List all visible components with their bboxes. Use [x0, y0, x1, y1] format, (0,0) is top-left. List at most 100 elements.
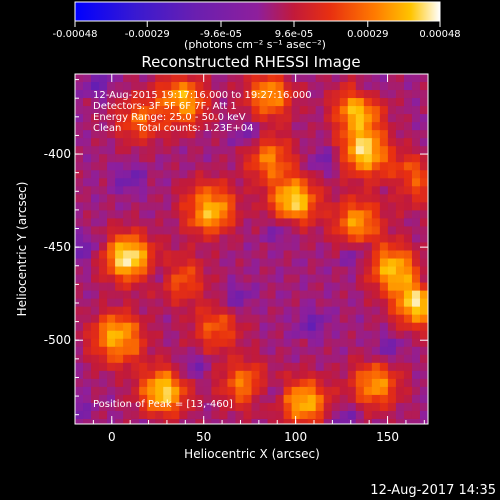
- heatmap-cell: [139, 242, 148, 252]
- heatmap-cell: [155, 234, 164, 244]
- heatmap-cell: [331, 170, 341, 179]
- heatmap-cell: [275, 410, 285, 420]
- heatmap-cell: [299, 322, 309, 332]
- heatmap-cell: [123, 402, 132, 412]
- heatmap-cell: [163, 306, 172, 316]
- heatmap-cell: [147, 194, 156, 203]
- heatmap-cell: [83, 306, 92, 316]
- heatmap-cell: [91, 226, 100, 236]
- heatmap-cell: [299, 362, 309, 372]
- heatmap-cell: [347, 162, 357, 171]
- heatmap-cell: [131, 186, 140, 195]
- heatmap-cell: [395, 258, 405, 268]
- heatmap-cell: [411, 274, 421, 284]
- heatmap-cell: [179, 138, 188, 147]
- heatmap-cell: [347, 282, 357, 292]
- heatmap-cell: [123, 322, 132, 332]
- heatmap-cell: [131, 418, 140, 424]
- heatmap-cell: [387, 362, 397, 372]
- heatmap-cell: [347, 186, 357, 195]
- heatmap-cell: [243, 250, 253, 260]
- colorbar-tick-label: 0.00029: [347, 29, 388, 40]
- heatmap-cell: [259, 314, 269, 324]
- heatmap-cell: [339, 418, 349, 424]
- heatmap-cell: [139, 250, 148, 260]
- heatmap-cell: [91, 418, 100, 424]
- heatmap-cell: [179, 274, 188, 284]
- heatmap-cell: [155, 330, 164, 340]
- heatmap-cell: [91, 378, 100, 388]
- heatmap-cell: [243, 418, 253, 424]
- heatmap-cell: [419, 170, 428, 179]
- heatmap-cell: [171, 402, 180, 412]
- heatmap-cell: [259, 218, 269, 228]
- heatmap-cell: [187, 234, 196, 244]
- heatmap-cell: [123, 394, 132, 404]
- heatmap-cell: [235, 346, 245, 356]
- heatmap-cell: [267, 130, 277, 139]
- heatmap-cell: [395, 298, 405, 308]
- heatmap-cell: [203, 386, 212, 396]
- heatmap-cell: [323, 234, 333, 244]
- heatmap-cell: [355, 146, 365, 155]
- heatmap-cell: [331, 98, 341, 107]
- heatmap-cell: [299, 98, 309, 107]
- heatmap-cell: [347, 362, 357, 372]
- heatmap-cell: [227, 170, 237, 179]
- heatmap-cell: [379, 346, 389, 356]
- heatmap-cell: [379, 90, 389, 99]
- heatmap-cell: [259, 90, 269, 99]
- heatmap-cell: [219, 82, 229, 91]
- heatmap-cell: [243, 394, 253, 404]
- heatmap-cell: [403, 74, 413, 83]
- heatmap-cell: [115, 394, 124, 404]
- heatmap-cell: [355, 298, 365, 308]
- heatmap-cell: [403, 290, 413, 300]
- heatmap-cell: [147, 386, 156, 396]
- heatmap-cell: [163, 122, 172, 131]
- heatmap-cell: [379, 170, 389, 179]
- heatmap-cell: [275, 242, 285, 252]
- heatmap-cell: [107, 122, 116, 131]
- heatmap-cell: [411, 186, 421, 195]
- heatmap-cell: [243, 266, 253, 276]
- heatmap-cell: [251, 290, 261, 300]
- heatmap-cell: [299, 90, 309, 99]
- heatmap-cell: [283, 386, 293, 396]
- heatmap-cell: [291, 386, 301, 396]
- heatmap-cell: [211, 338, 221, 348]
- heatmap-cell: [203, 162, 212, 171]
- heatmap-cell: [211, 106, 221, 115]
- heatmap-cell: [331, 130, 341, 139]
- heatmap-cell: [115, 306, 124, 316]
- heatmap-cell: [259, 114, 269, 123]
- heatmap-cell: [283, 202, 293, 211]
- heatmap-cell: [171, 338, 180, 348]
- heatmap-cell: [283, 170, 293, 179]
- heatmap-cell: [83, 274, 92, 284]
- heatmap-cell: [131, 314, 140, 324]
- heatmap-cell: [331, 402, 341, 412]
- heatmap-cell: [339, 386, 349, 396]
- heatmap-cell: [203, 218, 212, 228]
- heatmap-cell: [179, 74, 188, 83]
- heatmap-cell: [219, 322, 229, 332]
- heatmap-cell: [83, 130, 92, 139]
- heatmap-cell: [99, 226, 108, 236]
- heatmap-cell: [371, 394, 381, 404]
- heatmap-cell: [379, 234, 389, 244]
- heatmap-cell: [267, 178, 277, 187]
- heatmap-cell: [131, 106, 140, 115]
- heatmap-cell: [227, 130, 237, 139]
- heatmap-cell: [235, 178, 245, 187]
- heatmap-cell: [331, 266, 341, 276]
- heatmap-cell: [235, 202, 245, 211]
- heatmap-cell: [323, 210, 333, 220]
- heatmap-cell: [131, 98, 140, 107]
- heatmap-cell: [139, 346, 148, 356]
- heatmap-cell: [395, 162, 405, 171]
- heatmap-cell: [371, 106, 381, 115]
- heatmap-cell: [411, 202, 421, 211]
- heatmap-cell: [403, 354, 413, 364]
- heatmap-cell: [275, 290, 285, 300]
